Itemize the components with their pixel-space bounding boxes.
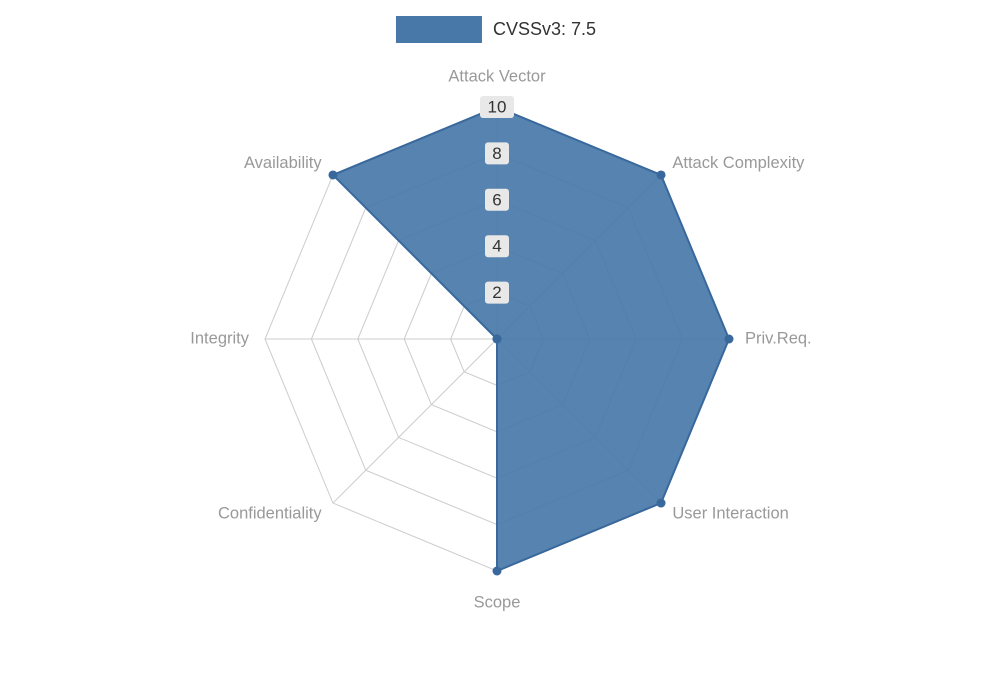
legend-swatch [395,16,482,43]
radar-tick-label: 10 [488,97,507,116]
radar-tick-bg [485,188,509,211]
radar-tick-bg [485,142,509,165]
radar-series-marker [328,170,338,180]
radar-series-marker [724,334,734,344]
radar-axis-name-priv-req-: Priv.Req. [745,329,812,347]
radar-series-area [331,106,730,572]
legend[interactable]: CVSSv3: 7.5 [395,16,597,43]
radar-tick-label: 6 [492,190,501,209]
legend-label: CVSSv3: 7.5 [492,19,597,39]
radar-axis-name-user-interaction: User Interaction [672,505,788,523]
radar-spoke [332,338,498,504]
radar-tick-label: 8 [492,144,501,163]
radar-tick-bg [480,96,514,118]
radar-axis-name-scope: Scope [474,593,521,611]
radar-tick-bg [485,281,509,304]
radar-axis-name-confidentiality: Confidentiality [218,505,322,523]
radar-axis-name-availability: Availability [244,154,322,172]
radar-tick-label: 4 [492,237,501,256]
radar-tick-label: 2 [492,283,501,302]
radar-tick-bg [485,235,509,258]
radar-axis-name-attack-complexity: Attack Complexity [672,154,805,172]
radar-axis-name-attack-vector: Attack Vector [448,67,546,85]
radar-series-marker [492,566,502,576]
radar-series-marker [656,170,666,180]
radar-series-marker [656,498,666,508]
radar-series-marker [492,334,502,344]
radar-axis-name-integrity: Integrity [190,329,249,347]
